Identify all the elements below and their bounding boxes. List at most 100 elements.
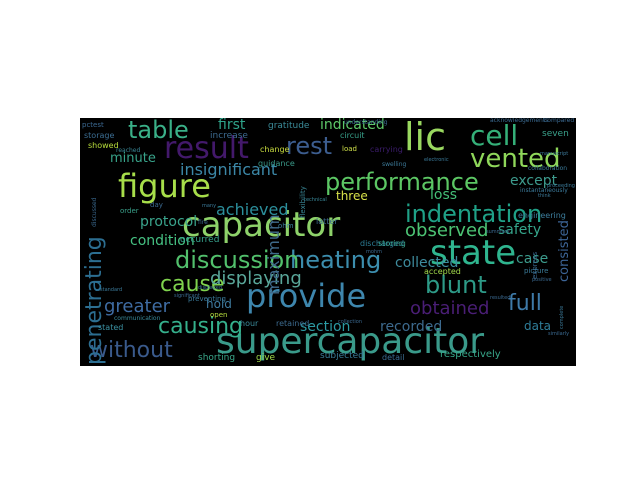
word-engineering: engineering xyxy=(518,211,566,220)
word-fire: fire xyxy=(198,219,208,226)
word-swelling: swelling xyxy=(382,161,407,168)
word-data: data xyxy=(524,319,552,333)
word-obtained: obtained xyxy=(410,298,490,319)
word-instantaneously: instantaneously xyxy=(520,187,568,194)
word-result: result xyxy=(164,131,249,166)
word-loss: loss xyxy=(430,187,458,203)
word-indicated: indicated xyxy=(320,118,385,133)
word-similarly: similarly xyxy=(548,331,570,337)
word-three: three xyxy=(336,189,368,203)
word-hold: hold xyxy=(206,297,232,311)
word-subjected: subjected xyxy=(320,351,364,361)
word-latter: latter xyxy=(316,217,338,226)
word-ohm: ohm xyxy=(278,222,294,230)
word-complete: complete xyxy=(559,305,565,329)
word-protocol: protocol xyxy=(140,214,198,230)
word-carrying: carrying xyxy=(370,145,403,154)
word-think: think xyxy=(538,193,551,199)
word-causing: causing xyxy=(158,314,244,339)
word-collection: collection xyxy=(338,319,362,325)
word-guidance: guidance xyxy=(258,159,295,168)
word-load: load xyxy=(342,145,357,153)
word-resulted: resulted xyxy=(490,295,511,301)
word-figure: figure xyxy=(118,167,211,205)
word-except: except xyxy=(510,173,558,189)
word-electronic: electronic xyxy=(424,157,449,163)
word-collected: collected xyxy=(395,255,459,271)
word-capacitor: capacitor xyxy=(182,205,341,245)
word-collaboration: collaboration xyxy=(528,165,568,172)
word-without: without xyxy=(90,338,173,363)
word-heating: heating xyxy=(290,246,382,274)
word-significant: significant xyxy=(174,293,200,299)
word-standard: standard xyxy=(100,287,123,293)
word-picture: picture xyxy=(524,267,549,275)
word-day: day xyxy=(150,201,163,209)
word-discussion: discussion xyxy=(175,246,300,274)
word-express: express xyxy=(531,251,539,279)
word-case: case xyxy=(516,251,549,267)
word-cell: cell xyxy=(470,119,519,152)
word-hour: hour xyxy=(240,319,259,328)
word-many: many xyxy=(202,203,217,209)
word-retained: retained xyxy=(276,319,310,328)
word-rest: rest xyxy=(286,132,333,160)
word-indentation: indentation xyxy=(405,200,543,228)
word-provide: provide xyxy=(246,277,367,315)
word-supercapacitor: supercapacitor xyxy=(216,321,485,362)
word-stated: stated xyxy=(98,323,124,332)
word-insignificant: insignificant xyxy=(180,160,278,179)
word-preventing: preventing xyxy=(188,295,226,303)
word-pctest: pctest xyxy=(82,121,104,129)
word-give: give xyxy=(256,353,276,363)
word-acknowledgements: acknowledgements xyxy=(490,118,549,124)
word-observed: observed xyxy=(405,220,489,241)
word-cloud: supercapacitor capacitor provide state f… xyxy=(80,118,576,366)
word-gratitude: gratitude xyxy=(268,121,310,131)
word-state: state xyxy=(430,233,517,273)
word-communication: communication xyxy=(114,315,161,322)
word-reached: reached xyxy=(116,147,141,154)
word-open: open xyxy=(210,311,228,319)
word-storage: storage xyxy=(84,131,115,140)
word-blunt: blunt xyxy=(425,271,487,299)
word-positive: positive xyxy=(532,277,552,283)
word-cause: cause xyxy=(160,272,225,297)
word-occurred: occurred xyxy=(180,235,220,245)
word-condition: condition xyxy=(130,233,195,249)
word-manuscript: manuscript xyxy=(540,151,569,157)
word-summary: summary xyxy=(486,229,510,235)
word-section: section xyxy=(300,319,351,335)
word-performance: performance xyxy=(325,168,479,196)
word-respectively: respectively xyxy=(440,349,501,360)
word-increase: increase xyxy=(210,131,248,141)
word-discussed: discussed xyxy=(91,197,98,227)
word-lic: lic xyxy=(404,118,447,159)
word-circuit: circuit xyxy=(340,131,365,140)
word-storing: storing xyxy=(378,239,406,248)
word-consisted: consisted xyxy=(557,220,572,282)
word-table: table xyxy=(128,118,189,144)
word-vented: vented xyxy=(470,144,561,174)
word-order: order xyxy=(120,207,139,215)
word-seven: seven xyxy=(542,129,569,139)
word-greater: greater xyxy=(104,296,171,317)
word-accepted: accepted xyxy=(424,267,461,276)
word-discharged: discharged xyxy=(360,239,405,248)
word-shorting: shorting xyxy=(198,353,236,363)
word-detail: detail xyxy=(382,353,405,362)
word-penetrating: penetrating xyxy=(82,236,107,365)
word-first: first xyxy=(218,118,246,133)
word-understanding: understanding xyxy=(344,119,388,126)
word-minute: minute xyxy=(110,151,156,166)
word-change: change xyxy=(260,145,290,154)
word-compared: compared xyxy=(544,118,575,124)
word-displayed: displayed xyxy=(198,285,223,291)
word-full: full xyxy=(508,291,542,316)
word-proceeding: proceeding xyxy=(547,183,575,189)
word-showed: showed xyxy=(88,141,119,150)
word-achieved: achieved xyxy=(216,200,289,219)
word-displaying: displaying xyxy=(210,268,302,289)
word-safety: safety xyxy=(498,222,542,238)
word-mohm: mohm xyxy=(366,249,382,255)
